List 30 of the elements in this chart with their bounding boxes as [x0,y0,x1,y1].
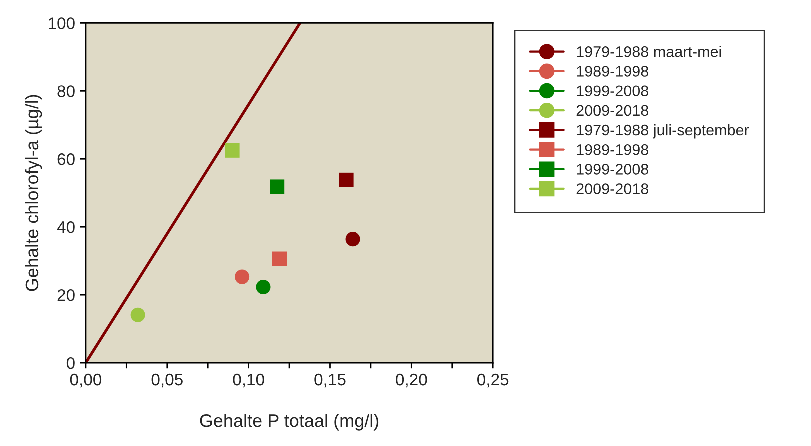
x-tick-label: 0,05 [152,374,183,388]
legend-label: 1999-2008 [577,164,648,175]
legend-label: 1979-1988 juli-september [577,124,750,139]
y-tick-label: 100 [49,18,75,30]
point [272,252,288,266]
x-tick-label: 0,10 [233,374,264,388]
y-tick-label: 0 [66,357,75,370]
point [225,143,240,158]
point [346,232,360,247]
y-tick-label: 80 [58,86,75,98]
y-tick-label: 20 [58,289,75,302]
point [235,270,250,284]
point [339,172,354,188]
legend-label: 1979-1988 maart-mei [577,46,722,58]
legend-label: 2009-2018 [576,184,648,194]
y-tick-label: 60 [58,154,75,166]
legend-label: 2009-2018 [576,105,648,116]
point [130,308,146,322]
x-tick-label: 0,15 [314,374,346,388]
x-tick-label: 0,00 [70,374,102,388]
x-axis-title: Gehalte P totaal (mg/l) [200,414,379,431]
point [256,280,271,295]
point [270,180,285,194]
legend-label: 1999-2008 [577,86,648,97]
x-tick-label: 0,25 [478,374,509,388]
y-tick-label: 40 [57,222,75,234]
x-tick-label: 0,20 [396,374,428,388]
legend-label: 1989-1998 [577,66,648,77]
y-axis-title: Gehalte chlorofyl-a (µg/l) [25,95,42,292]
legend-label: 1989-1998 [577,144,648,156]
